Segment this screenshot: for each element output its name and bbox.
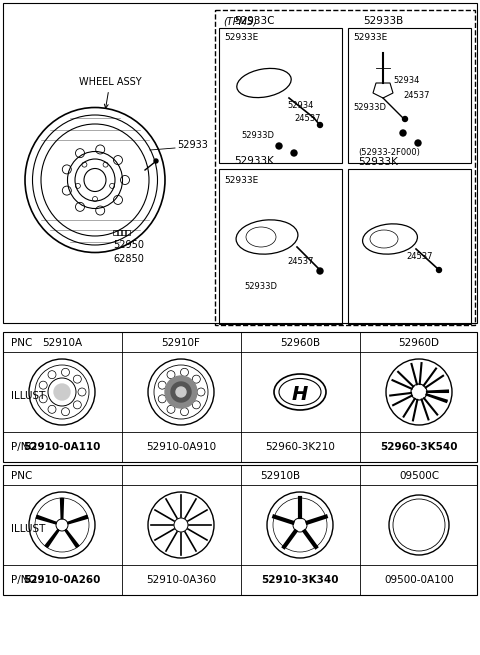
Text: H: H xyxy=(292,384,308,403)
Circle shape xyxy=(415,140,421,146)
Text: P/NO: P/NO xyxy=(11,442,37,452)
Text: 52910F: 52910F xyxy=(162,338,201,348)
Circle shape xyxy=(403,117,408,121)
Bar xyxy=(3,332,477,462)
Text: P/NO: P/NO xyxy=(11,575,37,585)
Bar xyxy=(117,230,122,235)
Text: 62850: 62850 xyxy=(113,254,144,264)
Bar xyxy=(348,169,471,324)
Text: 52933E: 52933E xyxy=(224,176,258,185)
Text: 52933D: 52933D xyxy=(353,103,386,112)
Text: 52960D: 52960D xyxy=(398,338,440,348)
Text: 52933C: 52933C xyxy=(234,16,274,26)
Text: 52910A: 52910A xyxy=(42,338,82,348)
Text: ILLUST: ILLUST xyxy=(11,524,46,534)
Text: 52933: 52933 xyxy=(177,140,208,150)
Text: 52910B: 52910B xyxy=(261,471,300,481)
Text: 52933K: 52933K xyxy=(234,156,274,166)
Text: (TPMS): (TPMS) xyxy=(223,16,257,26)
Text: WHEEL ASSY: WHEEL ASSY xyxy=(79,77,141,108)
Circle shape xyxy=(436,267,442,272)
Text: 24537: 24537 xyxy=(406,252,432,261)
Text: 52933D: 52933D xyxy=(241,131,274,140)
Text: ILLUST: ILLUST xyxy=(11,391,46,401)
Text: 52910-0A110: 52910-0A110 xyxy=(24,442,101,452)
Text: 52960-3K210: 52960-3K210 xyxy=(265,442,335,452)
Text: 24537: 24537 xyxy=(287,257,313,266)
Text: 52933D: 52933D xyxy=(244,282,277,291)
Text: PNC: PNC xyxy=(11,471,32,481)
Text: 52933E: 52933E xyxy=(353,33,387,42)
Bar xyxy=(113,230,118,235)
Text: 09500-0A100: 09500-0A100 xyxy=(384,575,454,585)
Text: (52933-2F000): (52933-2F000) xyxy=(358,148,420,157)
Text: 52933E: 52933E xyxy=(224,33,258,42)
Bar xyxy=(219,28,342,163)
Bar xyxy=(3,3,477,323)
Circle shape xyxy=(317,268,323,274)
Text: 52933K: 52933K xyxy=(358,157,398,167)
Circle shape xyxy=(291,150,297,156)
Bar xyxy=(348,28,471,163)
Text: 24537: 24537 xyxy=(294,114,321,123)
Bar xyxy=(219,169,342,324)
Text: PNC: PNC xyxy=(11,338,32,348)
Text: 52933B: 52933B xyxy=(363,16,403,26)
Text: 52910-0A910: 52910-0A910 xyxy=(146,442,216,452)
Circle shape xyxy=(176,387,186,397)
Text: 52934: 52934 xyxy=(287,101,313,110)
Bar xyxy=(121,230,126,235)
Circle shape xyxy=(276,143,282,149)
Text: 52950: 52950 xyxy=(113,240,144,250)
Text: 09500C: 09500C xyxy=(399,471,439,481)
Text: 52910-0A360: 52910-0A360 xyxy=(146,575,216,585)
Circle shape xyxy=(54,384,70,400)
Text: 52910-0A260: 52910-0A260 xyxy=(24,575,101,585)
Text: 52960-3K540: 52960-3K540 xyxy=(380,442,458,452)
Circle shape xyxy=(171,382,191,402)
Circle shape xyxy=(165,376,197,408)
Circle shape xyxy=(154,159,158,163)
Bar xyxy=(125,230,130,235)
Text: 52910-3K340: 52910-3K340 xyxy=(261,575,339,585)
Text: 52960B: 52960B xyxy=(280,338,320,348)
Circle shape xyxy=(400,130,406,136)
Bar xyxy=(3,465,477,595)
Text: 52934: 52934 xyxy=(393,76,420,85)
Circle shape xyxy=(317,122,323,128)
Text: 24537: 24537 xyxy=(403,91,430,100)
